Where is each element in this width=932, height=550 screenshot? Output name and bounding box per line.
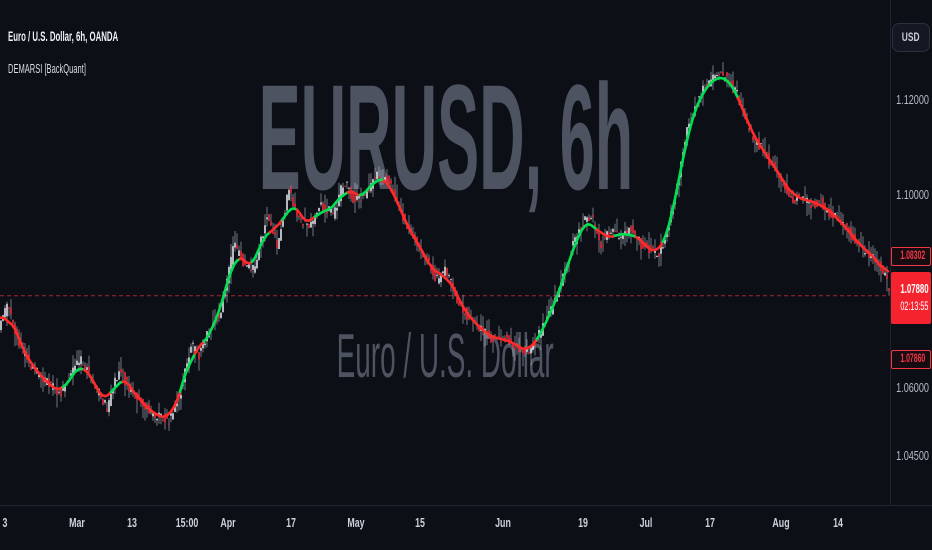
trend-ma-down-segment [268, 218, 284, 234]
time-axis-label: Jul [639, 515, 653, 530]
time-axis-label: 17 [705, 515, 715, 530]
trend-ma-down-segment [346, 190, 362, 197]
trend-ma-down-segment [121, 380, 182, 419]
time-axis-label: Mar [69, 515, 85, 530]
trend-ma-up-segment [178, 352, 197, 394]
lower-level-price-badge: 1.07860 [891, 350, 931, 369]
time-axis-label: 17 [286, 515, 296, 530]
price-axis-label: 1.06000 [896, 380, 929, 395]
price-axis-label: 1.04500 [896, 448, 929, 463]
trend-ma-down-segment [595, 228, 617, 238]
trend-ma-up-segment [358, 178, 386, 197]
bar-countdown: 02:13:55 [900, 299, 929, 313]
price-axis-label: 1.10000 [896, 187, 929, 202]
time-axis-label: 19 [578, 515, 588, 530]
time-axis-label: Jun [495, 515, 511, 530]
candles-down [8, 71, 890, 425]
time-axis-label: Apr [220, 515, 236, 530]
trend-ma-down-segment [382, 179, 539, 351]
time-axis-label: 14 [833, 515, 843, 530]
trend-ma-down-segment [634, 235, 665, 252]
time-axis-label: 13 [127, 515, 137, 530]
symbol-title[interactable]: Euro / U.S. Dollar, 6h, OANDA [8, 28, 119, 44]
candle-wicks [0, 62, 890, 431]
time-axis-label: 3 [2, 515, 8, 530]
trend-ma-up-segment [661, 76, 740, 243]
trend-ma-down-segment [238, 257, 254, 265]
trend-ma-up-segment [202, 257, 242, 343]
currency-toggle-button[interactable]: USD [892, 23, 930, 52]
price-chart-canvas[interactable] [0, 0, 890, 505]
trend-ma-down-segment [736, 97, 890, 273]
trend-ma-down-segment [82, 368, 113, 398]
indicator-label[interactable]: DEMARSI [BackQuant] [8, 61, 86, 76]
time-axis-label: May [347, 515, 365, 530]
trend-ma-up-segment [613, 232, 638, 239]
trend-ma-up-segment [61, 367, 86, 389]
price-axis[interactable]: 1.12000 1.10000 1.06000 1.04500 [890, 0, 932, 505]
trend-ma-down-segment [0, 316, 65, 390]
upper-level-price-badge: 1.08302 [891, 247, 931, 266]
time-axis-label: 15:00 [175, 515, 199, 530]
trend-ma-up-segment [535, 223, 599, 341]
trend-ma-up-segment [280, 207, 299, 222]
trend-ma-down-segment [295, 208, 317, 222]
time-axis-separator [0, 505, 932, 506]
trend-ma-up-segment [109, 380, 125, 394]
trend-ma-up-segment [250, 230, 272, 264]
trend-ma-down-segment [193, 340, 206, 355]
price-axis-separator [890, 0, 891, 505]
time-axis-label: 15 [415, 515, 425, 530]
time-axis[interactable]: 3 Mar 13 15:00 Apr 17 May 15 Jun 19 Jul 17 Aug 14 [0, 506, 932, 550]
current-price-value: 1.07880 [900, 281, 929, 296]
candles-up [0, 74, 886, 421]
price-axis-label: 1.12000 [896, 92, 929, 107]
current-price-badge: 1.07880 02:13:55 [891, 272, 931, 324]
trend-ma-up-segment [313, 191, 350, 218]
time-axis-label: Aug [772, 515, 790, 530]
